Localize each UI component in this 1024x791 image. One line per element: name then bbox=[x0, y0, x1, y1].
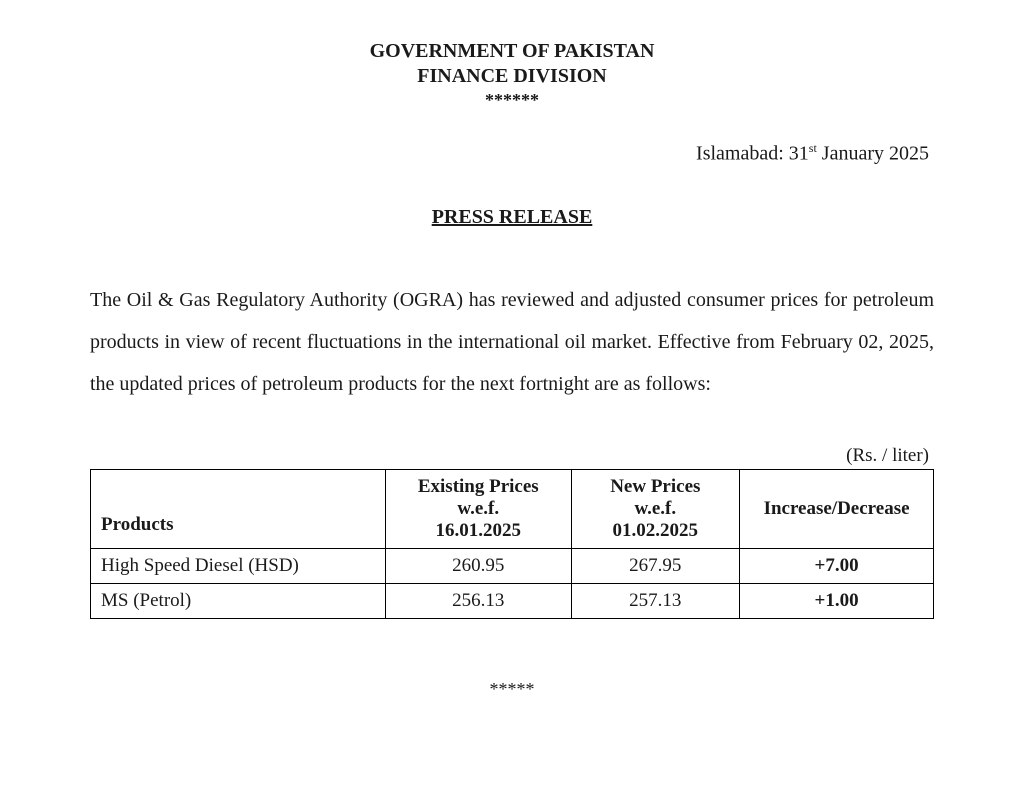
press-release-title: PRESS RELEASE bbox=[90, 206, 934, 229]
cell-new: 267.95 bbox=[571, 548, 740, 583]
header-separator: ****** bbox=[90, 90, 934, 111]
date-ordinal: st bbox=[809, 141, 817, 155]
body-text: The Oil & Gas Regulatory Authority (OGRA… bbox=[90, 279, 934, 405]
cell-change: +1.00 bbox=[740, 583, 934, 618]
col-header-existing-line1: Existing Prices bbox=[418, 476, 539, 497]
col-header-existing-line2: w.e.f. bbox=[457, 498, 499, 519]
col-header-new-line2: w.e.f. bbox=[634, 498, 676, 519]
date-line: Islamabad: 31st January 2025 bbox=[90, 141, 934, 166]
cell-existing: 260.95 bbox=[386, 548, 571, 583]
footer-separator: ***** bbox=[90, 679, 934, 700]
col-header-existing: Existing Prices w.e.f. 16.01.2025 bbox=[386, 469, 571, 548]
col-header-new-line3: 01.02.2025 bbox=[613, 520, 699, 541]
col-header-new-line1: New Prices bbox=[610, 476, 700, 497]
header-division: FINANCE DIVISION bbox=[90, 65, 934, 88]
cell-product: High Speed Diesel (HSD) bbox=[91, 548, 386, 583]
date-day: 31 bbox=[789, 143, 809, 165]
unit-label: (Rs. / liter) bbox=[90, 445, 934, 467]
cell-product: MS (Petrol) bbox=[91, 583, 386, 618]
date-location: Islamabad: bbox=[696, 143, 784, 165]
cell-change: +7.00 bbox=[740, 548, 934, 583]
table-row: MS (Petrol) 256.13 257.13 +1.00 bbox=[91, 583, 934, 618]
col-header-existing-line3: 16.01.2025 bbox=[436, 520, 522, 541]
col-header-new: New Prices w.e.f. 01.02.2025 bbox=[571, 469, 740, 548]
col-header-change: Increase/Decrease bbox=[740, 469, 934, 548]
header-organization: GOVERNMENT OF PAKISTAN bbox=[90, 40, 934, 63]
cell-existing: 256.13 bbox=[386, 583, 571, 618]
table-row: High Speed Diesel (HSD) 260.95 267.95 +7… bbox=[91, 548, 934, 583]
table-header-row: Products Existing Prices w.e.f. 16.01.20… bbox=[91, 469, 934, 548]
col-header-products: Products bbox=[91, 469, 386, 548]
cell-new: 257.13 bbox=[571, 583, 740, 618]
price-table: Products Existing Prices w.e.f. 16.01.20… bbox=[90, 469, 934, 619]
date-month-year: January 2025 bbox=[822, 143, 929, 165]
